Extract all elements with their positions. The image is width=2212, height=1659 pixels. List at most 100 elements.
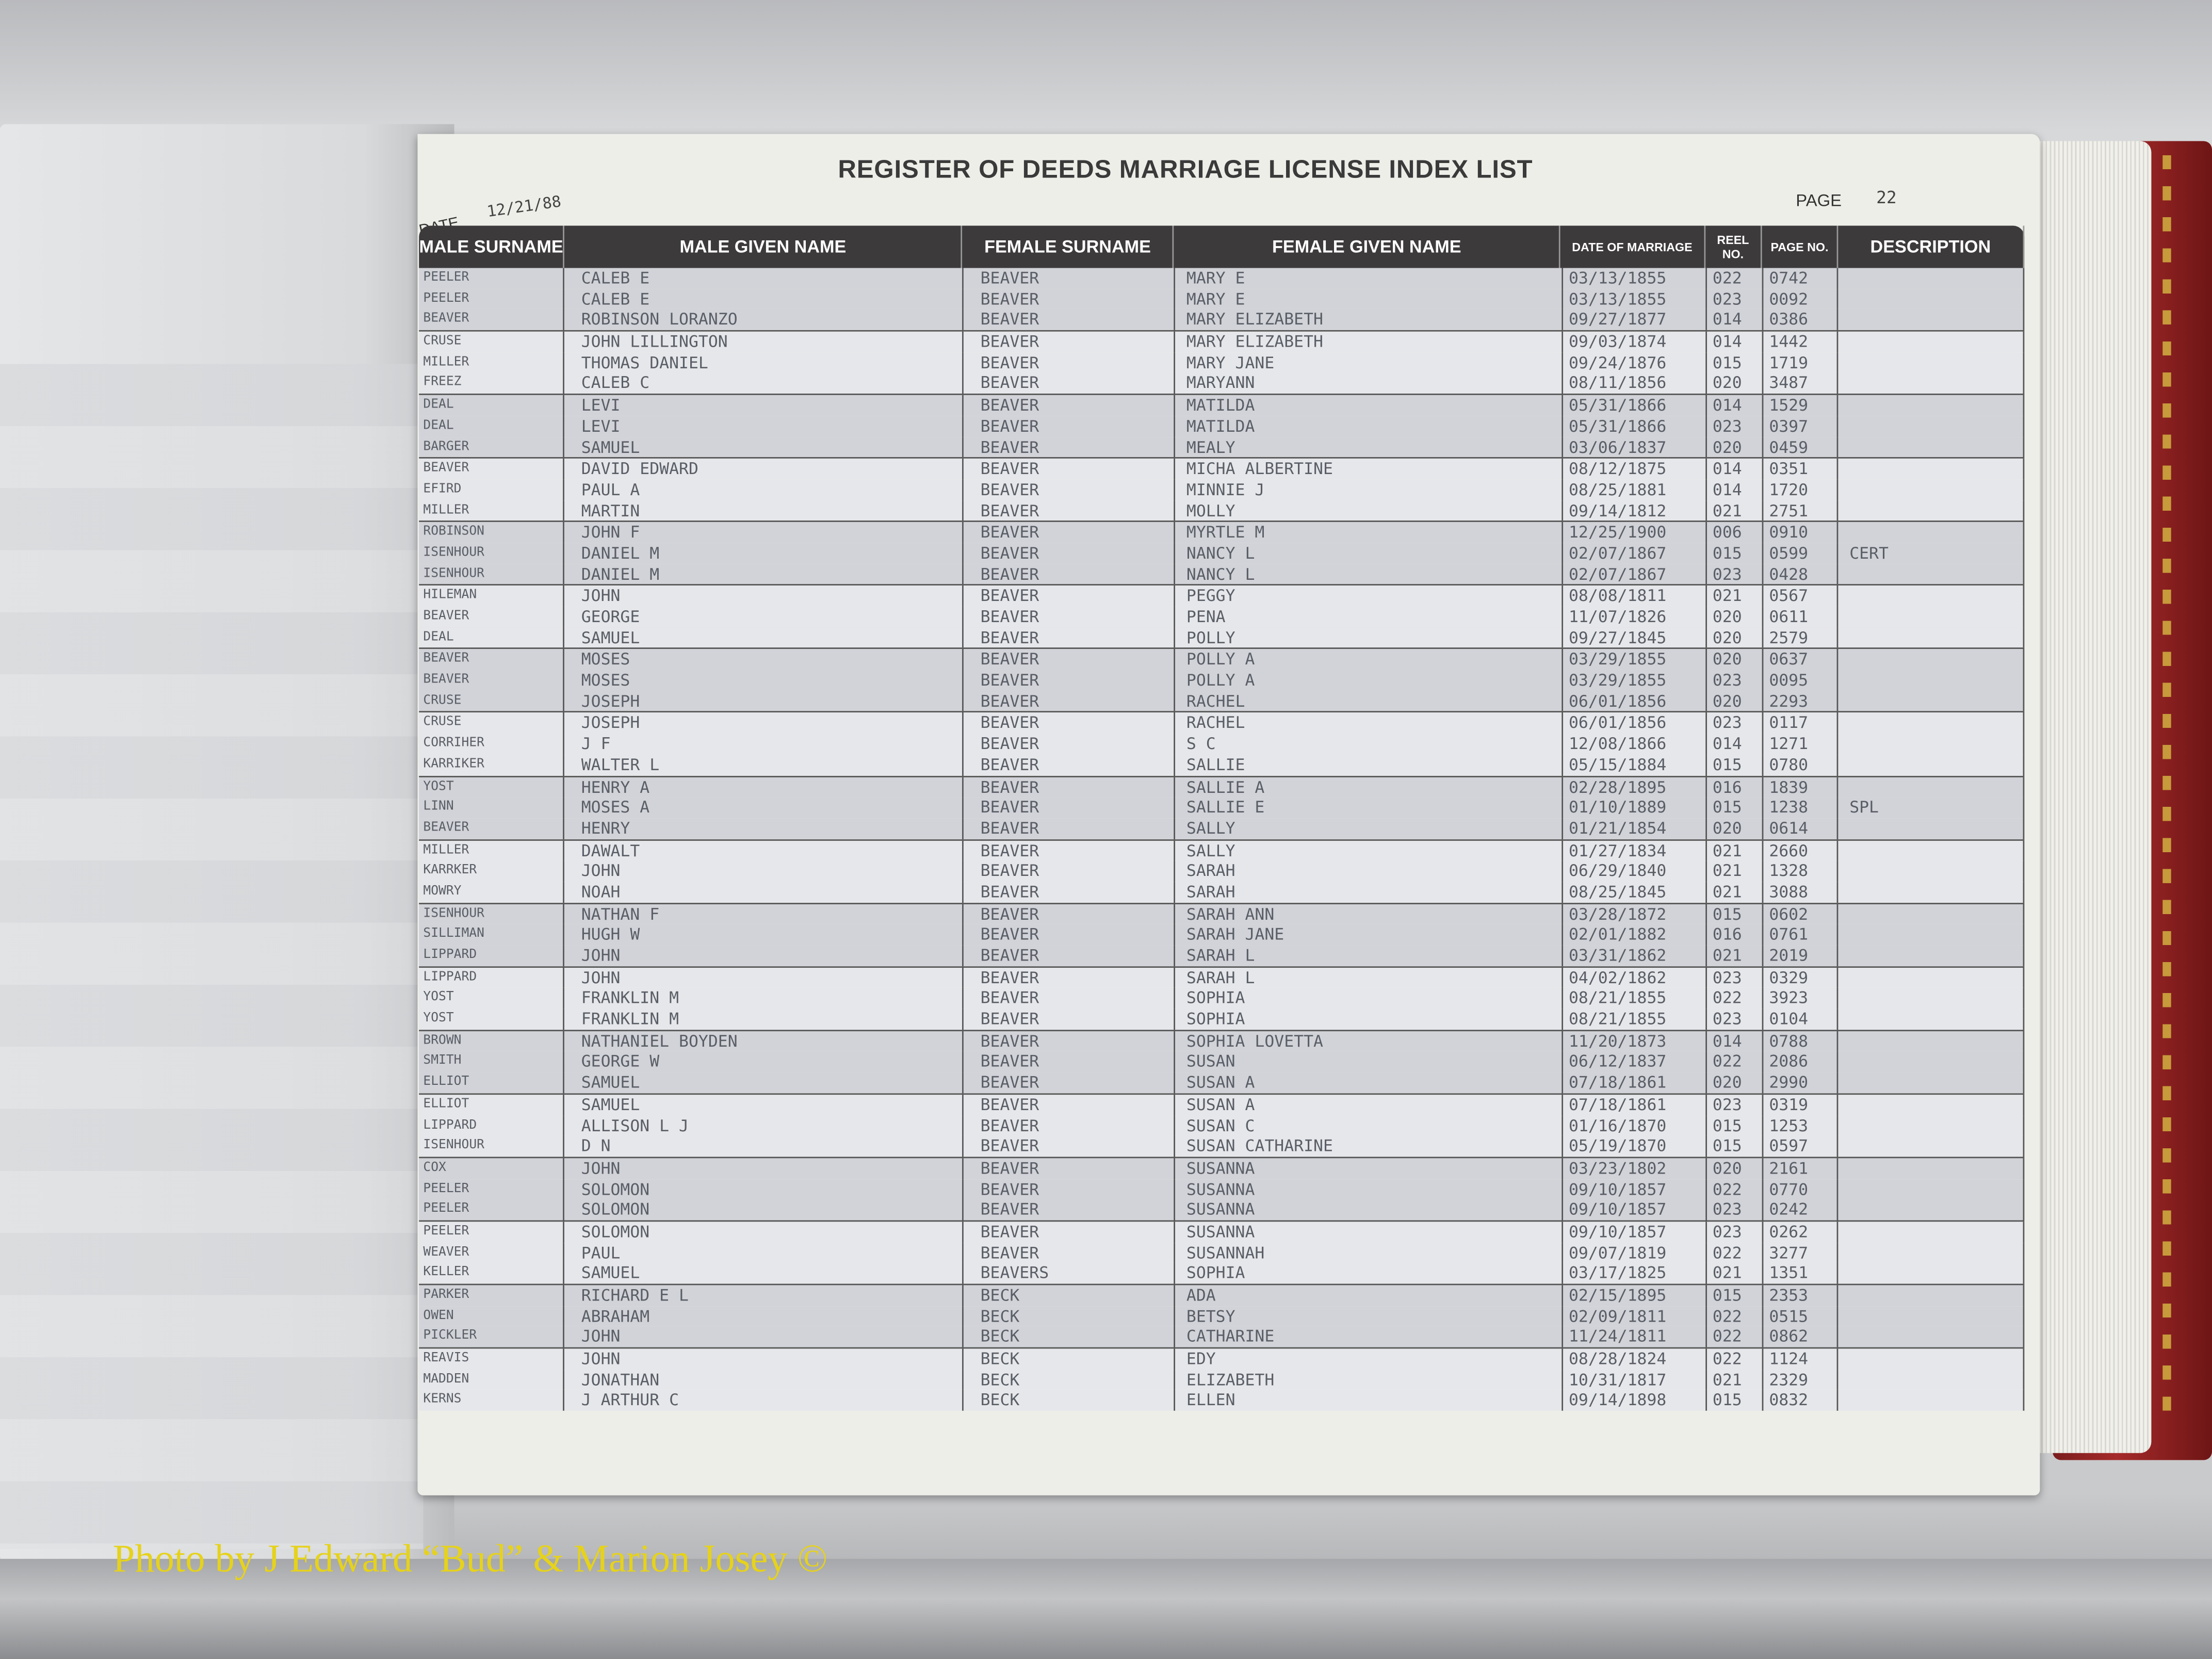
cell-page-no: 0515	[1763, 1306, 1839, 1327]
cell-date-of-marriage: 08/08/1811	[1563, 585, 1707, 607]
cell-male-surname: BEAVER	[419, 606, 564, 628]
table-row: BEAVER MOSES BEAVER POLLY A 03/29/1855 020 063…	[419, 648, 2025, 671]
cell-female-surname: BEAVER	[964, 543, 1176, 564]
cell-female-given-name: SALLIE	[1175, 754, 1564, 775]
cell-female-surname: BEAVER	[964, 945, 1176, 966]
cell-page-no: 2990	[1763, 1072, 1839, 1093]
cell-description	[1838, 1369, 2025, 1390]
cell-date-of-marriage: 11/24/1811	[1563, 1326, 1707, 1347]
cell-page-no: 0637	[1763, 649, 1839, 671]
cell-date-of-marriage: 09/27/1845	[1563, 627, 1707, 648]
cell-description	[1838, 860, 2025, 882]
cell-reel-no: 016	[1707, 776, 1764, 798]
cell-male-given-name: NATHAN F	[564, 903, 964, 925]
cell-female-given-name: NANCY L	[1175, 563, 1564, 585]
cell-female-surname: BEAVER	[964, 1009, 1176, 1030]
cell-female-given-name: MICHA ALBERTINE	[1175, 459, 1564, 480]
cell-female-given-name: ELLEN	[1175, 1390, 1564, 1411]
cell-male-surname: ISENHOUR	[419, 903, 564, 925]
cell-page-no: 1351	[1763, 1263, 1839, 1284]
table-row: ISENHOUR DANIEL M BEAVER NANCY L 02/07/1867 0…	[419, 563, 2025, 585]
table-row: COX JOHN BEAVER SUSANNA 03/23/1802 020 2161	[419, 1157, 2025, 1179]
table-row: PEELER CALEB E BEAVER MARY E 03/13/1855 023 00…	[419, 288, 2025, 310]
cell-reel-no: 014	[1707, 1031, 1764, 1052]
cell-male-surname: SILLIMAN	[419, 924, 564, 946]
cell-date-of-marriage: 05/31/1866	[1563, 395, 1707, 416]
table-row: MILLER THOMAS DANIEL BEAVER MARY JANE 09/24/…	[419, 352, 2025, 373]
cell-female-surname: BEAVER	[964, 670, 1176, 691]
cell-page-no: 0788	[1763, 1031, 1839, 1052]
cell-reel-no: 020	[1707, 606, 1764, 628]
cell-page-no: 2293	[1763, 691, 1839, 712]
cell-female-given-name: MARY E	[1175, 268, 1564, 289]
cell-male-surname: REAVIS	[419, 1348, 564, 1370]
cell-description	[1838, 1094, 2025, 1115]
cell-male-given-name: DANIEL M	[564, 543, 964, 564]
cell-page-no: 2329	[1763, 1369, 1839, 1390]
cell-description	[1838, 395, 2025, 416]
table-row: PEELER SOLOMON BEAVER SUSANNA 09/10/1857 022 0…	[419, 1179, 2025, 1200]
cell-description	[1838, 522, 2025, 543]
cell-male-surname: MILLER	[419, 352, 564, 373]
cell-description	[1838, 840, 2025, 861]
cell-female-given-name: MARY ELIZABETH	[1175, 309, 1564, 331]
cell-male-given-name: MARTIN	[564, 500, 964, 521]
cell-description	[1838, 309, 2025, 331]
cell-reel-no: 015	[1707, 1135, 1764, 1157]
cell-page-no: 1238	[1763, 797, 1839, 818]
cell-female-given-name: SARAH ANN	[1175, 903, 1564, 925]
cell-female-surname: BEAVER	[964, 713, 1176, 734]
cell-date-of-marriage: 08/21/1855	[1563, 988, 1707, 1009]
cell-female-surname: BEAVER	[964, 479, 1176, 500]
cell-male-surname: COX	[419, 1158, 564, 1179]
cell-male-surname: SMITH	[419, 1051, 564, 1072]
cell-male-given-name: PAUL A	[564, 479, 964, 500]
photo-credit-watermark: Photo by J Edward “Bud” & Marion Josey ©	[112, 1537, 828, 1582]
left-page	[0, 124, 454, 1570]
table-row: CRUSE JOSEPH BEAVER RACHEL 06/01/1856 023 0117	[419, 711, 2025, 734]
cell-male-surname: BARGER	[419, 436, 564, 458]
cell-page-no: 0329	[1763, 967, 1839, 988]
cell-male-given-name: J F	[564, 734, 964, 755]
table-row: ISENHOUR D N BEAVER SUSAN CATHARINE 05/19/18…	[419, 1135, 2025, 1157]
cell-female-given-name: RACHEL	[1175, 713, 1564, 734]
cell-male-surname: KERNS	[419, 1390, 564, 1411]
cell-page-no: 0602	[1763, 903, 1839, 925]
cell-reel-no: 021	[1707, 945, 1764, 966]
cell-male-given-name: JOHN	[564, 585, 964, 607]
cell-female-surname: BEAVER	[964, 1135, 1176, 1157]
cell-date-of-marriage: 03/06/1837	[1563, 436, 1707, 458]
cell-reel-no: 021	[1707, 860, 1764, 882]
cell-reel-no: 015	[1707, 352, 1764, 373]
cell-female-surname: BEAVER	[964, 563, 1176, 585]
cell-date-of-marriage: 05/31/1866	[1563, 416, 1707, 437]
cell-male-surname: PEELER	[419, 1179, 564, 1200]
cell-male-surname: MOWRY	[419, 882, 564, 903]
cell-female-given-name: SUSAN CATHARINE	[1175, 1135, 1564, 1157]
cell-page-no: 1529	[1763, 395, 1839, 416]
cell-female-given-name: PEGGY	[1175, 585, 1564, 607]
cell-male-surname: PEELER	[419, 1199, 564, 1221]
cell-male-given-name: JOHN	[564, 945, 964, 966]
cell-male-surname: LINN	[419, 797, 564, 818]
cell-male-given-name: SOLOMON	[564, 1199, 964, 1221]
table-row: MADDEN JONATHAN BECK ELIZABETH 10/31/1817 021…	[419, 1369, 2025, 1390]
cell-description	[1838, 1222, 2025, 1243]
cell-female-given-name: SOPHIA	[1175, 1263, 1564, 1284]
cell-reel-no: 015	[1707, 797, 1764, 818]
cell-date-of-marriage: 09/10/1857	[1563, 1179, 1707, 1200]
cell-description: SPL	[1838, 797, 2025, 818]
cell-male-given-name: SAMUEL	[564, 1094, 964, 1115]
cell-page-no: 0242	[1763, 1199, 1839, 1221]
cell-description	[1838, 967, 2025, 988]
cell-male-given-name: HENRY	[564, 818, 964, 839]
cell-female-surname: BEAVER	[964, 606, 1176, 628]
cell-female-surname: BEAVER	[964, 1222, 1176, 1243]
cell-description	[1838, 288, 2025, 310]
cell-date-of-marriage: 09/10/1857	[1563, 1222, 1707, 1243]
cell-date-of-marriage: 03/17/1825	[1563, 1263, 1707, 1284]
cell-female-surname: BEAVER	[964, 373, 1176, 394]
cell-date-of-marriage: 05/15/1884	[1563, 754, 1707, 775]
cell-reel-no: 023	[1707, 288, 1764, 310]
table-row: OWEN ABRAHAM BECK BETSY 02/09/1811 022 0515	[419, 1306, 2025, 1327]
